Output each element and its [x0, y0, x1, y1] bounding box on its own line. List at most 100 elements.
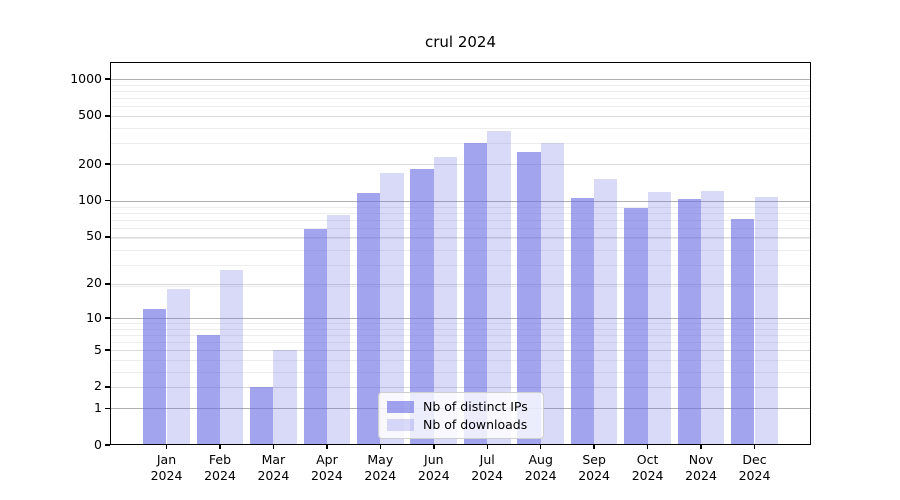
bar-nov-downloads [701, 191, 725, 445]
y-tick-mark [105, 349, 110, 351]
y-tick-label: 2 [94, 378, 102, 394]
legend: Nb of distinct IPs Nb of downloads [378, 392, 544, 439]
x-tick-mark [539, 445, 542, 449]
major-gridline [110, 79, 811, 80]
minor-gridline [110, 264, 811, 266]
x-label-month: Apr [316, 452, 338, 467]
x-tick-mark [219, 445, 221, 449]
bar-jan-downloads [166, 289, 190, 445]
y-tick-label: 10 [86, 309, 102, 325]
x-tick-label: Aug 2024 [501, 452, 581, 484]
x-label-year: 2024 [204, 468, 236, 483]
major-gridline [110, 386, 811, 388]
bar-dec-distinct-ips [731, 219, 755, 445]
bar-jun-downloads [433, 156, 458, 445]
x-tick-label: Feb 2024 [180, 452, 260, 484]
x-tick-label: Jun 2024 [394, 452, 474, 484]
y-tick-mark [105, 199, 110, 202]
minor-gridline [110, 206, 811, 208]
major-gridline [110, 350, 811, 352]
legend-series-label: Nb of downloads [423, 417, 528, 432]
y-tick-label: 0 [94, 436, 102, 452]
bar-may-distinct-ips [356, 193, 381, 445]
major-gridline [110, 283, 811, 285]
minor-gridline [110, 90, 811, 92]
major-gridline [110, 200, 811, 202]
x-tick-label: Dec 2024 [715, 452, 795, 484]
minor-gridline [110, 334, 811, 336]
x-label-month: Jun [424, 452, 444, 467]
y-tick-label: 500 [78, 107, 102, 123]
bar-jun-distinct-ips [410, 169, 434, 445]
chart-title: crul 2024 [424, 33, 497, 51]
bar-oct-distinct-ips [624, 208, 648, 445]
legend-series-label: Nb of distinct IPs [423, 399, 528, 414]
x-label-year: 2024 [257, 468, 290, 483]
minor-gridline [110, 106, 811, 108]
y-tick-label: 1000 [70, 70, 102, 86]
x-tick-mark [593, 445, 595, 449]
minor-gridline [110, 142, 811, 144]
y-tick-mark [105, 444, 110, 446]
minor-gridline [110, 323, 811, 324]
bar-oct-downloads [647, 191, 671, 445]
y-tick-label: 100 [78, 192, 102, 207]
x-tick-mark [433, 445, 435, 449]
minor-gridline [110, 237, 811, 239]
bar-sep-downloads [594, 178, 618, 445]
minor-gridline [110, 98, 811, 99]
bar-jul-distinct-ips [463, 142, 488, 445]
x-label-month: Dec [742, 452, 767, 467]
x-label-year: 2024 [631, 468, 664, 483]
bar-jul-downloads [487, 130, 511, 445]
bar-feb-distinct-ips [196, 334, 220, 445]
legend-row: Nb of distinct IPs [387, 399, 535, 414]
minor-gridline [110, 249, 811, 251]
bar-apr-downloads [326, 214, 351, 445]
y-tick-mark [105, 386, 110, 388]
x-label-month: Sep [582, 452, 606, 467]
x-label-month: Feb [208, 452, 232, 467]
minor-gridline [110, 371, 811, 373]
x-tick-label: Mar 2024 [233, 452, 313, 484]
bar-jan-distinct-ips [143, 309, 167, 445]
x-label-year: 2024 [685, 468, 717, 483]
x-tick-mark [486, 445, 488, 449]
minor-gridline [110, 220, 811, 221]
major-gridline [110, 318, 811, 319]
x-tick-mark [326, 445, 328, 449]
x-tick-label: Oct 2024 [608, 452, 688, 484]
minor-gridline [110, 286, 811, 288]
x-label-month: Oct [636, 452, 659, 467]
bar-aug-distinct-ips [517, 151, 541, 445]
x-label-year: 2024 [310, 468, 343, 483]
major-gridline [110, 115, 811, 117]
minor-gridline [110, 212, 811, 214]
y-tick-label: 1 [94, 399, 102, 415]
y-tick-mark [105, 407, 110, 409]
x-tick-mark [272, 445, 275, 449]
y-tick-mark [105, 78, 110, 80]
x-label-month: Jul [479, 452, 495, 467]
x-label-month: May [367, 452, 394, 467]
minor-gridline [110, 84, 811, 86]
y-tick-label: 20 [86, 275, 102, 291]
bar-aug-downloads [540, 142, 565, 445]
y-tick-label: 200 [78, 155, 102, 171]
x-tick-mark [700, 445, 702, 449]
x-tick-mark [379, 445, 382, 449]
major-gridline [110, 236, 811, 238]
y-tick-mark [105, 317, 110, 319]
minor-gridline [110, 228, 811, 230]
bar-mar-distinct-ips [250, 386, 274, 445]
x-label-year: 2024 [364, 468, 397, 483]
x-label-year: 2024 [417, 468, 450, 483]
major-gridline [110, 164, 811, 166]
x-tick-label: Nov 2024 [661, 452, 741, 484]
x-tick-label: May 2024 [340, 452, 420, 484]
x-tick-label: Apr 2024 [287, 452, 367, 484]
x-label-month: Aug [528, 452, 553, 467]
legend-row: Nb of downloads [387, 417, 535, 432]
minor-gridline [110, 359, 811, 361]
